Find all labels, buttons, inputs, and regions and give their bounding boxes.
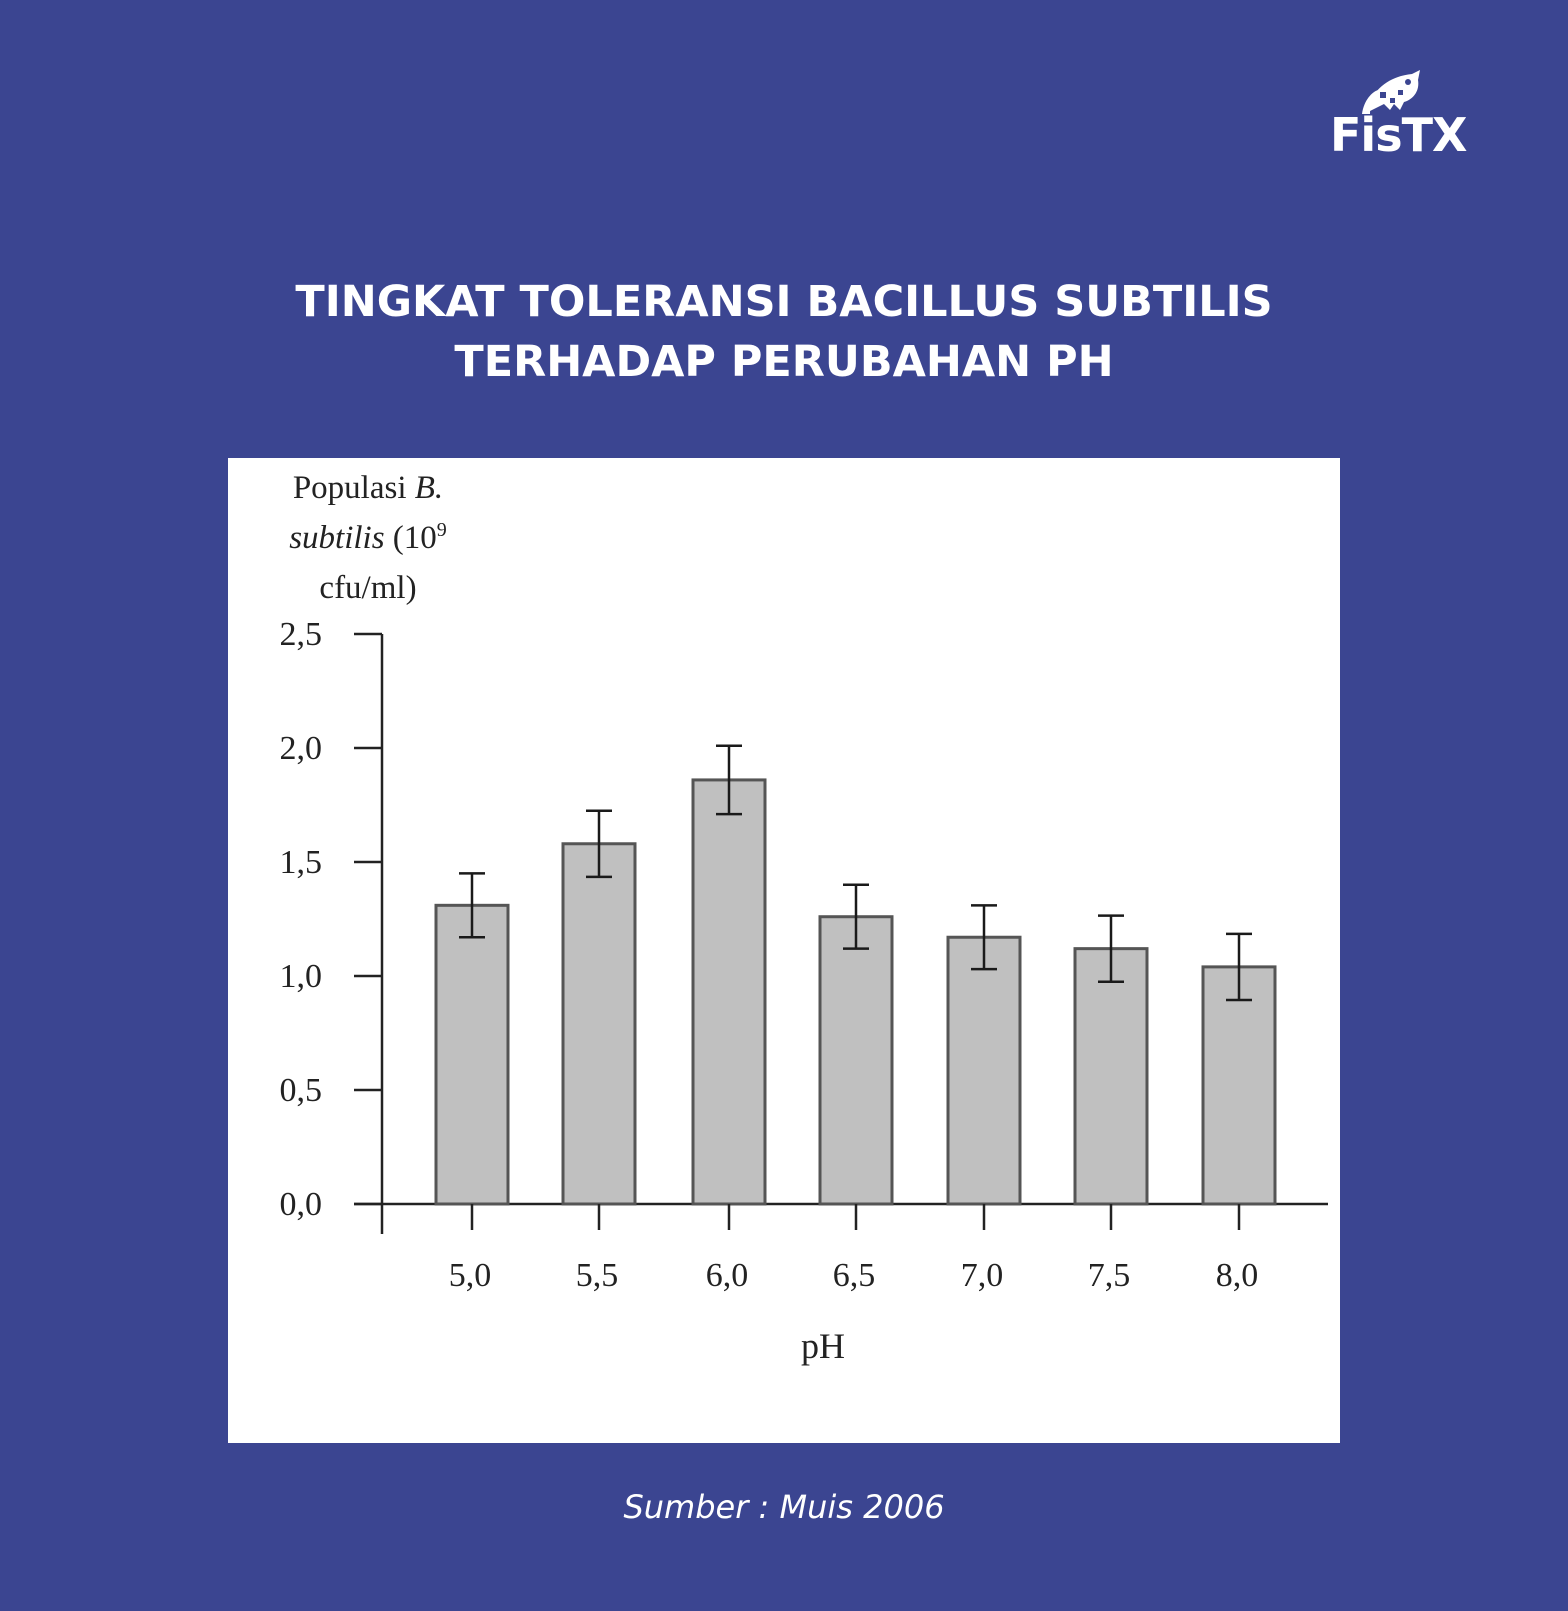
title-line-1: TINGKAT TOLERANSI BACILLUS SUBTILIS (295, 277, 1273, 327)
y-tick-label: 1,5 (280, 844, 323, 881)
bar (946, 935, 1022, 1206)
x-axis-label: pH (801, 1326, 845, 1366)
x-tick-label: 7,0 (961, 1257, 1004, 1294)
page-title: TINGKAT TOLERANSI BACILLUS SUBTILIS TERH… (0, 272, 1568, 392)
bar (1073, 947, 1149, 1206)
x-tick-label: 7,5 (1088, 1257, 1131, 1294)
logo-text: FisTX (1330, 108, 1467, 162)
x-tick-label: 5,0 (449, 1257, 492, 1294)
y-tick-label: 0,5 (280, 1072, 323, 1109)
bar (818, 915, 894, 1206)
y-axis-label: Populasi B. (293, 470, 443, 506)
y-tick-label: 0,0 (280, 1186, 323, 1223)
chart-panel: Populasi B. subtilis (109 cfu/ml) 0,0 0,5 1,0… (228, 458, 1340, 1443)
y-tick-label: 2,0 (280, 730, 323, 767)
bar (1201, 965, 1277, 1206)
fish-icon (1362, 70, 1420, 114)
bar (434, 903, 510, 1206)
x-tick-label: 5,5 (576, 1257, 619, 1294)
title-line-2: TERHADAP PERUBAHAN PH (454, 337, 1114, 387)
x-tick-label: 8,0 (1216, 1257, 1259, 1294)
x-tick-label: 6,5 (833, 1257, 876, 1294)
bar (691, 778, 767, 1206)
x-tick-label: 6,0 (706, 1257, 749, 1294)
svg-text:cfu/ml): cfu/ml) (319, 570, 416, 606)
fistx-logo: FisTX (1330, 70, 1467, 165)
source-caption: Sumber : Muis 2006 (623, 1488, 945, 1526)
bar (561, 842, 637, 1206)
bar-chart: Populasi B. subtilis (109 cfu/ml) 0,0 0,5 1,0… (280, 470, 1328, 1366)
svg-text:subtilis (109: subtilis (109 (289, 519, 447, 556)
y-tick-label: 1,0 (280, 958, 323, 995)
y-tick-label: 2,5 (280, 616, 323, 653)
